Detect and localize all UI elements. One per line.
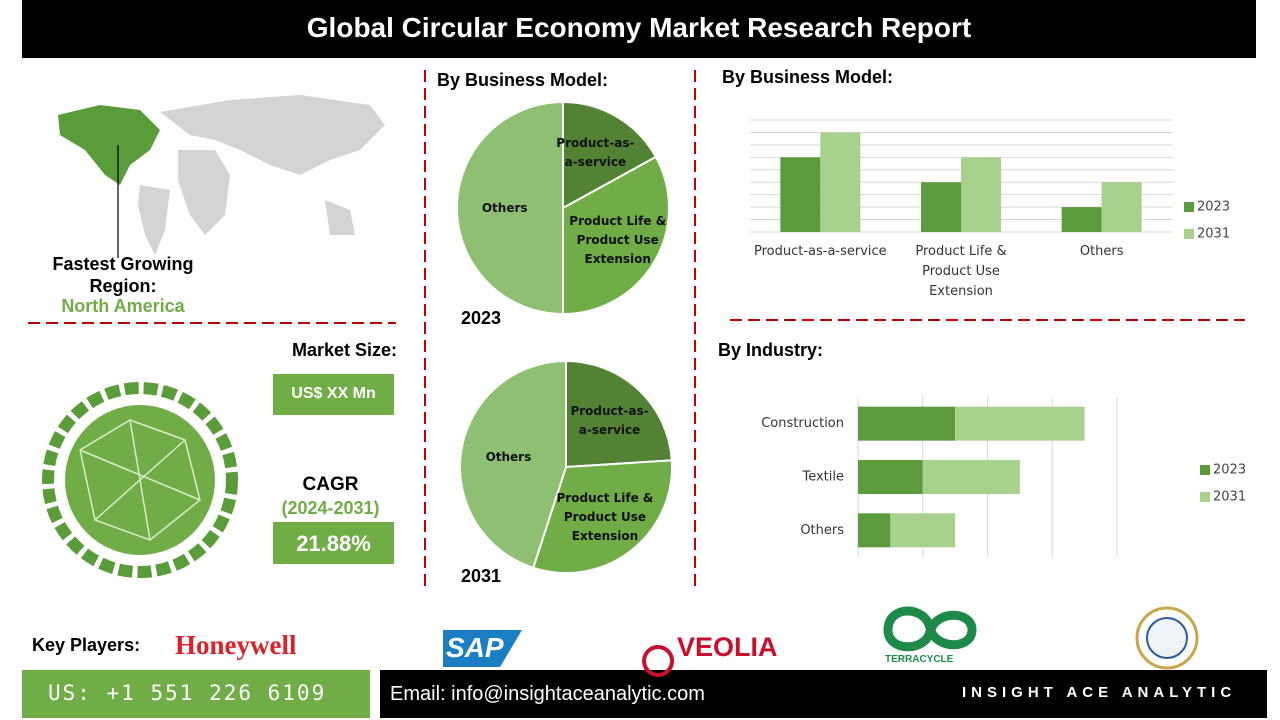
pie-label: Others — [481, 200, 528, 215]
pie-slice — [562, 100, 658, 210]
cagr-label: CAGR — [302, 474, 359, 495]
bar-segment — [858, 406, 956, 441]
pie-slice — [459, 359, 567, 570]
terracycle-icon — [883, 606, 977, 652]
logo-veolia: VEOLIA — [677, 632, 778, 662]
year-label: 2031 — [461, 566, 502, 586]
bar-segment — [858, 460, 923, 494]
legend-swatch — [1184, 202, 1194, 212]
market-size-value: US$ XX Mn — [291, 385, 376, 402]
bar — [961, 157, 1001, 232]
header-bar — [22, 0, 1256, 58]
phone-box — [22, 670, 370, 718]
logo-terracycle: TERRACYCLE — [885, 654, 954, 665]
pie-label: Product-as-a-service — [556, 136, 635, 170]
y-tick-label: Textile — [801, 470, 844, 485]
legend-swatch — [1200, 492, 1210, 502]
legend-label: 2031 — [1197, 227, 1230, 242]
world-map — [138, 95, 385, 255]
bar-segment — [955, 406, 1085, 441]
phone: US: +1 551 226 6109 — [48, 681, 327, 705]
legend-swatch — [1184, 229, 1194, 239]
pie-slice — [562, 155, 670, 316]
logo-honeywell: Honeywell — [175, 630, 297, 660]
cagr-value: 21.88% — [296, 531, 371, 556]
pie-label: Others — [485, 450, 532, 465]
email-box — [380, 670, 1267, 718]
legend-label: 2031 — [1213, 490, 1246, 505]
chart-title: By Business Model: — [437, 70, 609, 90]
bar — [921, 182, 961, 232]
title: Global Circular Economy Market Research … — [306, 12, 972, 43]
pie-slice — [565, 359, 673, 469]
y-tick-label: Others — [800, 523, 844, 538]
email: Email: info@insightaceanalytic.com — [390, 683, 705, 705]
veolia-icon — [642, 645, 675, 677]
bar — [820, 132, 861, 232]
key-players-label: Key Players: — [32, 635, 141, 655]
sap-logo-bg — [443, 630, 522, 667]
legend-label: 2023 — [1197, 200, 1230, 215]
legend-label: 2023 — [1213, 463, 1246, 478]
bar — [1101, 182, 1142, 232]
bar — [1061, 207, 1102, 232]
north-america — [58, 105, 160, 185]
chart-title: By Business Model: — [722, 67, 894, 87]
brand: INSIGHT ACE ANALYTIC — [962, 684, 1237, 701]
globe-icon — [42, 382, 238, 578]
region-label: Fastest Growing Region: — [52, 254, 194, 296]
cagr-box — [273, 522, 394, 564]
x-tick-label: Product-as-a-service — [753, 244, 887, 259]
bar-segment — [922, 460, 1020, 494]
legend-swatch — [1200, 465, 1210, 475]
pie-label: Product-as-a-service — [570, 403, 649, 437]
pie-label: Product Life & Product Use Extension — [556, 490, 654, 543]
y-tick-label: Construction — [761, 416, 844, 431]
cagr-period: (2024-2031) — [281, 498, 380, 518]
x-tick-label: Product Life & Product Use Extension — [915, 244, 1007, 299]
badge-inner — [1146, 617, 1188, 659]
logo-sap: SAP — [446, 632, 504, 663]
x-tick-label: Others — [1079, 244, 1124, 259]
pie-slice — [456, 100, 564, 316]
bar — [780, 157, 821, 232]
chart-title: By Industry: — [718, 340, 824, 360]
market-size-box — [273, 374, 394, 415]
bar-segment — [890, 513, 956, 548]
year-label: 2023 — [461, 308, 502, 328]
pie-label: Product Life & Product Use Extension — [569, 213, 667, 266]
market-size-label: Market Size: — [291, 340, 397, 360]
pie-slice — [531, 459, 673, 574]
region-value: North America — [61, 296, 185, 316]
bar-segment — [858, 513, 891, 548]
